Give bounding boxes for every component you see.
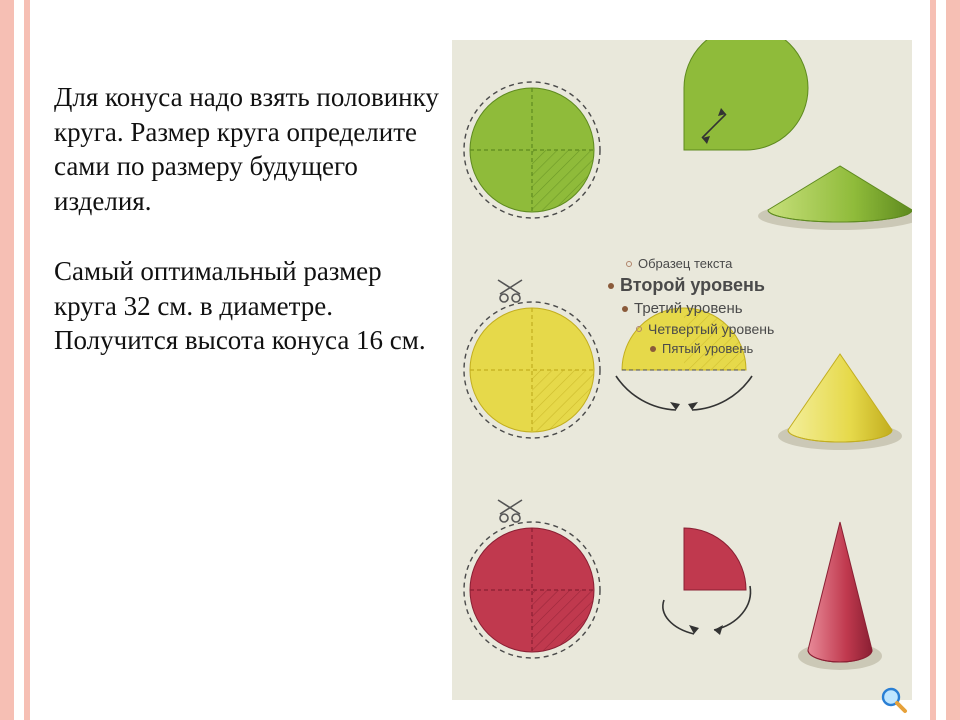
cone-diagram xyxy=(452,40,912,700)
placeholder-text-levels: Образец текста Второй уровень Третий урове… xyxy=(602,252,774,356)
bullet-icon xyxy=(608,283,614,289)
placeholder-label: Образец текста xyxy=(638,256,732,271)
placeholder-level: Пятый уровень xyxy=(650,341,774,356)
bullet-icon xyxy=(626,261,632,267)
placeholder-label: Третий уровень xyxy=(634,300,743,317)
slide-content: Для конуса надо взять половинку круга. Р… xyxy=(46,0,914,720)
placeholder-label: Второй уровень xyxy=(620,275,765,296)
diagram-svg xyxy=(452,40,912,700)
placeholder-label: Четвертый уровень xyxy=(648,321,774,337)
placeholder-label: Пятый уровень xyxy=(662,341,753,356)
paragraph-2: Самый оптимальный размер круга 32 см. в … xyxy=(54,254,444,358)
text-column: Для конуса надо взять половинку круга. Р… xyxy=(46,0,452,720)
bullet-icon xyxy=(650,346,656,352)
placeholder-level: Второй уровень xyxy=(608,275,774,296)
magnifier-icon[interactable] xyxy=(880,686,908,714)
bullet-icon xyxy=(622,306,628,312)
paragraph-1: Для конуса надо взять половинку круга. Р… xyxy=(54,80,444,218)
diagram-column: Образец текста Второй уровень Третий урове… xyxy=(452,0,914,720)
placeholder-level: Четвертый уровень xyxy=(636,321,774,337)
placeholder-level: Образец текста xyxy=(626,256,774,271)
placeholder-level: Третий уровень xyxy=(622,300,774,317)
bullet-icon xyxy=(636,326,642,332)
